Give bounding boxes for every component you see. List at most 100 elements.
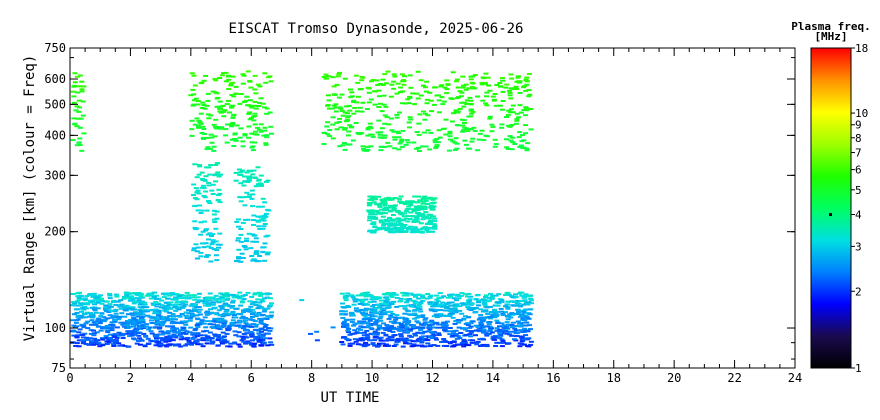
echo-point: [353, 340, 359, 343]
echo-point: [104, 300, 110, 303]
echo-point: [492, 311, 498, 314]
echo-point: [81, 132, 87, 135]
echo-point: [116, 331, 122, 334]
echo-point: [95, 301, 101, 304]
echo-point: [426, 325, 432, 328]
echo-point: [246, 169, 252, 172]
echo-point: [349, 320, 355, 323]
echo-point: [400, 230, 406, 233]
echo-point: [469, 140, 475, 143]
echo-point: [412, 302, 418, 305]
echo-point: [230, 293, 236, 296]
echo-point: [379, 308, 385, 311]
echo-point: [210, 193, 216, 195]
echo-point: [123, 324, 129, 327]
echo-point: [379, 199, 385, 202]
echo-point: [371, 300, 377, 303]
echo-point: [369, 222, 375, 225]
echo-point: [379, 145, 385, 148]
echo-point: [218, 292, 224, 295]
echo-point: [168, 317, 174, 320]
echo-point: [195, 343, 201, 346]
echo-point: [393, 343, 399, 346]
echo-point: [409, 200, 415, 203]
echo-point: [342, 128, 347, 131]
echo-point: [180, 294, 186, 297]
echo-point: [334, 128, 340, 131]
echo-point: [84, 336, 90, 339]
echo-point: [240, 196, 246, 199]
echo-point: [418, 94, 424, 97]
echo-point: [80, 334, 86, 336]
echo-point: [524, 149, 530, 152]
echo-point: [520, 330, 526, 333]
echo-point: [204, 148, 210, 151]
echo-point: [327, 135, 333, 138]
echo-point: [420, 227, 426, 230]
echo-point: [325, 121, 331, 124]
echo-point: [375, 84, 381, 86]
echo-point: [488, 292, 493, 295]
echo-point: [360, 145, 366, 148]
echo-point: [482, 303, 488, 306]
echo-point: [355, 81, 361, 84]
echo-point: [415, 307, 421, 310]
echo-point: [518, 329, 523, 332]
echo-point: [424, 228, 430, 231]
echo-point: [483, 309, 489, 312]
echo-point: [414, 316, 420, 319]
echo-point: [218, 173, 223, 176]
echo-point: [380, 84, 386, 86]
echo-point: [504, 146, 510, 149]
echo-point: [81, 341, 87, 344]
echo-point: [236, 248, 242, 251]
echo-point: [429, 202, 435, 205]
echo-point: [497, 325, 502, 328]
echo-point: [261, 225, 267, 228]
echo-point: [377, 205, 383, 208]
echo-point: [253, 252, 259, 255]
echo-point: [132, 292, 138, 295]
echo-point: [201, 246, 207, 249]
echo-point: [209, 326, 215, 329]
echo-point: [492, 308, 497, 311]
echo-point: [259, 307, 265, 310]
echo-point: [445, 302, 451, 305]
echo-point: [89, 306, 95, 309]
echo-point: [177, 303, 183, 306]
echo-point: [431, 344, 437, 347]
echo-point: [394, 296, 400, 299]
echo-point: [262, 242, 268, 245]
echo-point: [379, 221, 385, 224]
echo-point: [224, 141, 230, 144]
echo-point: [401, 79, 406, 82]
echo-point: [220, 293, 226, 296]
echo-point: [403, 230, 409, 233]
echo-point: [463, 83, 469, 86]
echo-point: [390, 209, 396, 212]
echo-point: [80, 307, 86, 310]
echo-point: [485, 76, 491, 79]
echo-point: [144, 325, 149, 328]
echo-point: [520, 317, 526, 320]
echo-point: [366, 91, 372, 94]
echo-point: [408, 335, 414, 338]
echo-point: [454, 147, 460, 150]
echo-point: [509, 324, 515, 327]
echo-point: [71, 117, 77, 120]
echo-point: [386, 311, 392, 313]
echo-point: [371, 198, 377, 201]
echo-point: [120, 323, 126, 326]
echo-point: [246, 341, 252, 344]
echo-point: [247, 193, 253, 196]
echo-point: [156, 343, 162, 346]
echo-point: [396, 220, 402, 223]
echo-point: [249, 106, 255, 109]
echo-point: [215, 243, 221, 246]
echo-point: [405, 220, 411, 223]
echo-point: [109, 321, 115, 324]
echo-point: [203, 299, 209, 301]
echo-point: [354, 322, 360, 325]
echo-point: [75, 315, 81, 318]
echo-point: [207, 323, 213, 326]
